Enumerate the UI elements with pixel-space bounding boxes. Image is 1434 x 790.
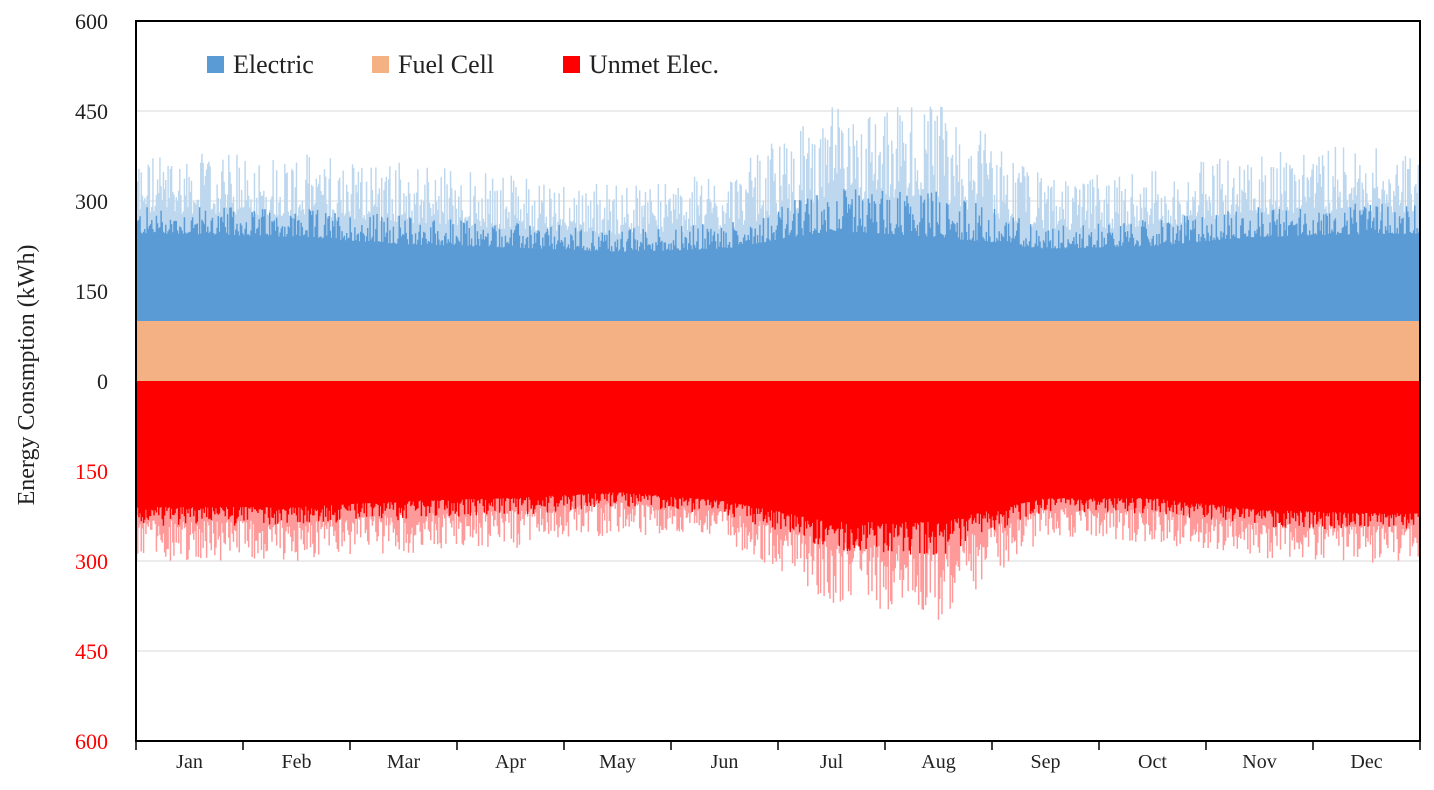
y-tick-label-negative: 150 [75,459,108,484]
y-axis-title: Energy Consmption (kWh) [14,245,40,506]
x-tick-label: Jul [820,751,844,773]
y-tick-label: 600 [75,9,108,34]
x-tick-label: Jun [711,751,739,773]
y-tick-label-negative: 300 [75,549,108,574]
y-tick-label: 300 [75,189,108,214]
fuel-cell-band [136,321,1420,381]
x-tick-label: Nov [1242,751,1276,773]
x-tick-label: Sep [1031,751,1061,773]
legend-swatch [372,56,389,73]
legend-label: Electric [233,50,314,79]
axis-layer: 600 450 300 150 0 150 300 450 600 Jan Feb Mar Apr May… [75,9,1421,773]
legend-swatch [207,56,224,73]
x-tick-label: Apr [495,751,526,773]
legend-item: Unmet Elec. [563,50,719,79]
legend-label: Unmet Elec. [589,50,719,79]
legend: Electric Fuel Cell Unmet Elec. [207,50,719,79]
y-tick-label: 450 [75,99,108,124]
y-tick-label: 0 [97,369,108,394]
legend-swatch [563,56,580,73]
x-tick-label: Mar [387,751,421,773]
y-tick-label-negative: 600 [75,729,108,754]
x-tick-label: Oct [1138,751,1167,773]
x-tick-label: Aug [921,751,955,773]
x-tick-label: Dec [1350,751,1382,773]
area-layer [135,106,1421,620]
legend-item: Fuel Cell [372,50,494,79]
y-tick-label: 150 [75,279,108,304]
legend-item: Electric [207,50,314,79]
legend-label: Fuel Cell [398,50,494,79]
x-tick-label: Jan [176,751,203,773]
x-tick-label: Feb [282,751,312,773]
y-tick-label-negative: 450 [75,639,108,664]
x-tick-label: May [599,751,636,773]
